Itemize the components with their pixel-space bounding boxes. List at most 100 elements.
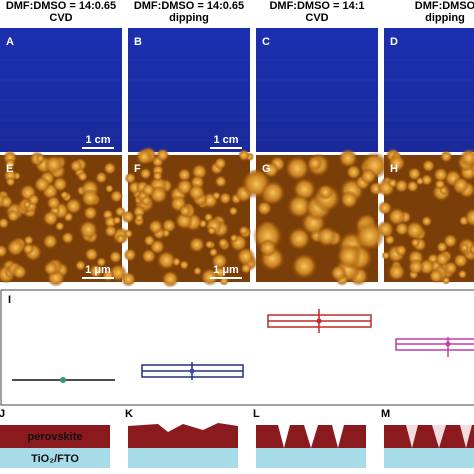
panel-label: C	[262, 36, 270, 48]
grain	[307, 155, 323, 172]
column-method: CVD	[305, 12, 328, 24]
grain	[256, 200, 272, 216]
grain	[200, 267, 219, 287]
layer-label: perovskite	[27, 431, 82, 443]
grain	[112, 215, 122, 225]
grain	[105, 184, 114, 193]
grain	[213, 157, 227, 170]
grain	[229, 233, 239, 243]
grain	[339, 190, 359, 209]
grain	[123, 228, 134, 239]
grain	[407, 258, 425, 275]
grain	[11, 264, 28, 280]
grain	[5, 176, 16, 187]
grain	[218, 191, 232, 205]
panel-label: E	[6, 163, 13, 175]
grain	[152, 171, 163, 182]
grain	[161, 270, 180, 288]
grain	[433, 167, 449, 183]
panel-label: I	[8, 294, 11, 306]
grain	[177, 167, 192, 182]
grain	[115, 233, 126, 244]
grain	[421, 215, 433, 227]
grain	[459, 148, 474, 167]
grain	[178, 204, 192, 218]
grain	[457, 269, 468, 279]
panel-label: B	[134, 36, 142, 48]
optical-image	[256, 28, 378, 152]
grain	[260, 180, 286, 205]
grain	[77, 171, 88, 182]
grain	[387, 207, 407, 226]
grain	[121, 210, 135, 224]
grain	[204, 240, 214, 249]
column-header: DMF:DMSO = 14:1	[269, 0, 364, 12]
grain	[0, 244, 8, 258]
grain	[237, 149, 250, 162]
grain	[228, 206, 239, 216]
grain	[123, 248, 137, 262]
column-method: CVD	[49, 12, 72, 24]
grain	[78, 220, 98, 240]
grain	[415, 176, 425, 186]
grain	[381, 251, 391, 260]
boxplot-frame	[0, 289, 474, 406]
column-header: DMF:DMSO = 14:0.65	[6, 0, 116, 12]
substrate-layer	[128, 448, 238, 468]
grain	[120, 271, 137, 287]
grain	[444, 261, 458, 275]
grain	[336, 243, 362, 269]
grain	[360, 168, 377, 185]
grain	[453, 252, 469, 269]
grain	[52, 176, 68, 192]
grain	[42, 210, 59, 227]
grain	[80, 188, 100, 208]
boxplot	[12, 309, 474, 383]
grain	[61, 231, 75, 245]
grain	[134, 213, 144, 223]
grain	[109, 189, 124, 203]
grain	[212, 191, 221, 200]
grain	[140, 195, 152, 207]
optical-image	[128, 28, 250, 152]
grain	[43, 261, 59, 276]
grain	[440, 150, 453, 163]
grain	[193, 266, 202, 276]
grain	[143, 234, 156, 247]
panel-label: A	[6, 36, 14, 48]
grain	[330, 264, 347, 282]
grain	[394, 178, 409, 193]
grain	[436, 241, 448, 253]
grain	[6, 238, 25, 257]
column-header: DMF:DMSO	[415, 0, 474, 12]
grain	[211, 252, 228, 270]
grain	[287, 226, 311, 251]
void	[406, 425, 418, 448]
grain	[6, 209, 20, 223]
grain	[284, 155, 311, 181]
grain	[464, 207, 474, 228]
grain	[236, 247, 256, 266]
grain	[4, 158, 16, 169]
grain	[124, 172, 137, 185]
void	[432, 425, 446, 448]
grain	[139, 167, 152, 180]
grain	[338, 148, 358, 168]
scale-label: 1 μm	[85, 264, 111, 276]
panel-label: G	[262, 163, 271, 175]
grain	[291, 253, 318, 280]
panel-label: K	[125, 408, 133, 420]
void	[278, 425, 290, 448]
void	[460, 425, 472, 448]
column-method: dipping	[169, 12, 209, 24]
grain	[84, 247, 99, 262]
grain	[452, 176, 470, 194]
grain	[156, 250, 177, 270]
grain	[141, 183, 156, 197]
grain	[0, 217, 10, 229]
layer-label: TiO₂/FTO	[31, 453, 79, 465]
grain	[27, 193, 40, 206]
grain	[188, 236, 205, 253]
optical-image	[0, 28, 122, 152]
grain	[42, 233, 59, 250]
